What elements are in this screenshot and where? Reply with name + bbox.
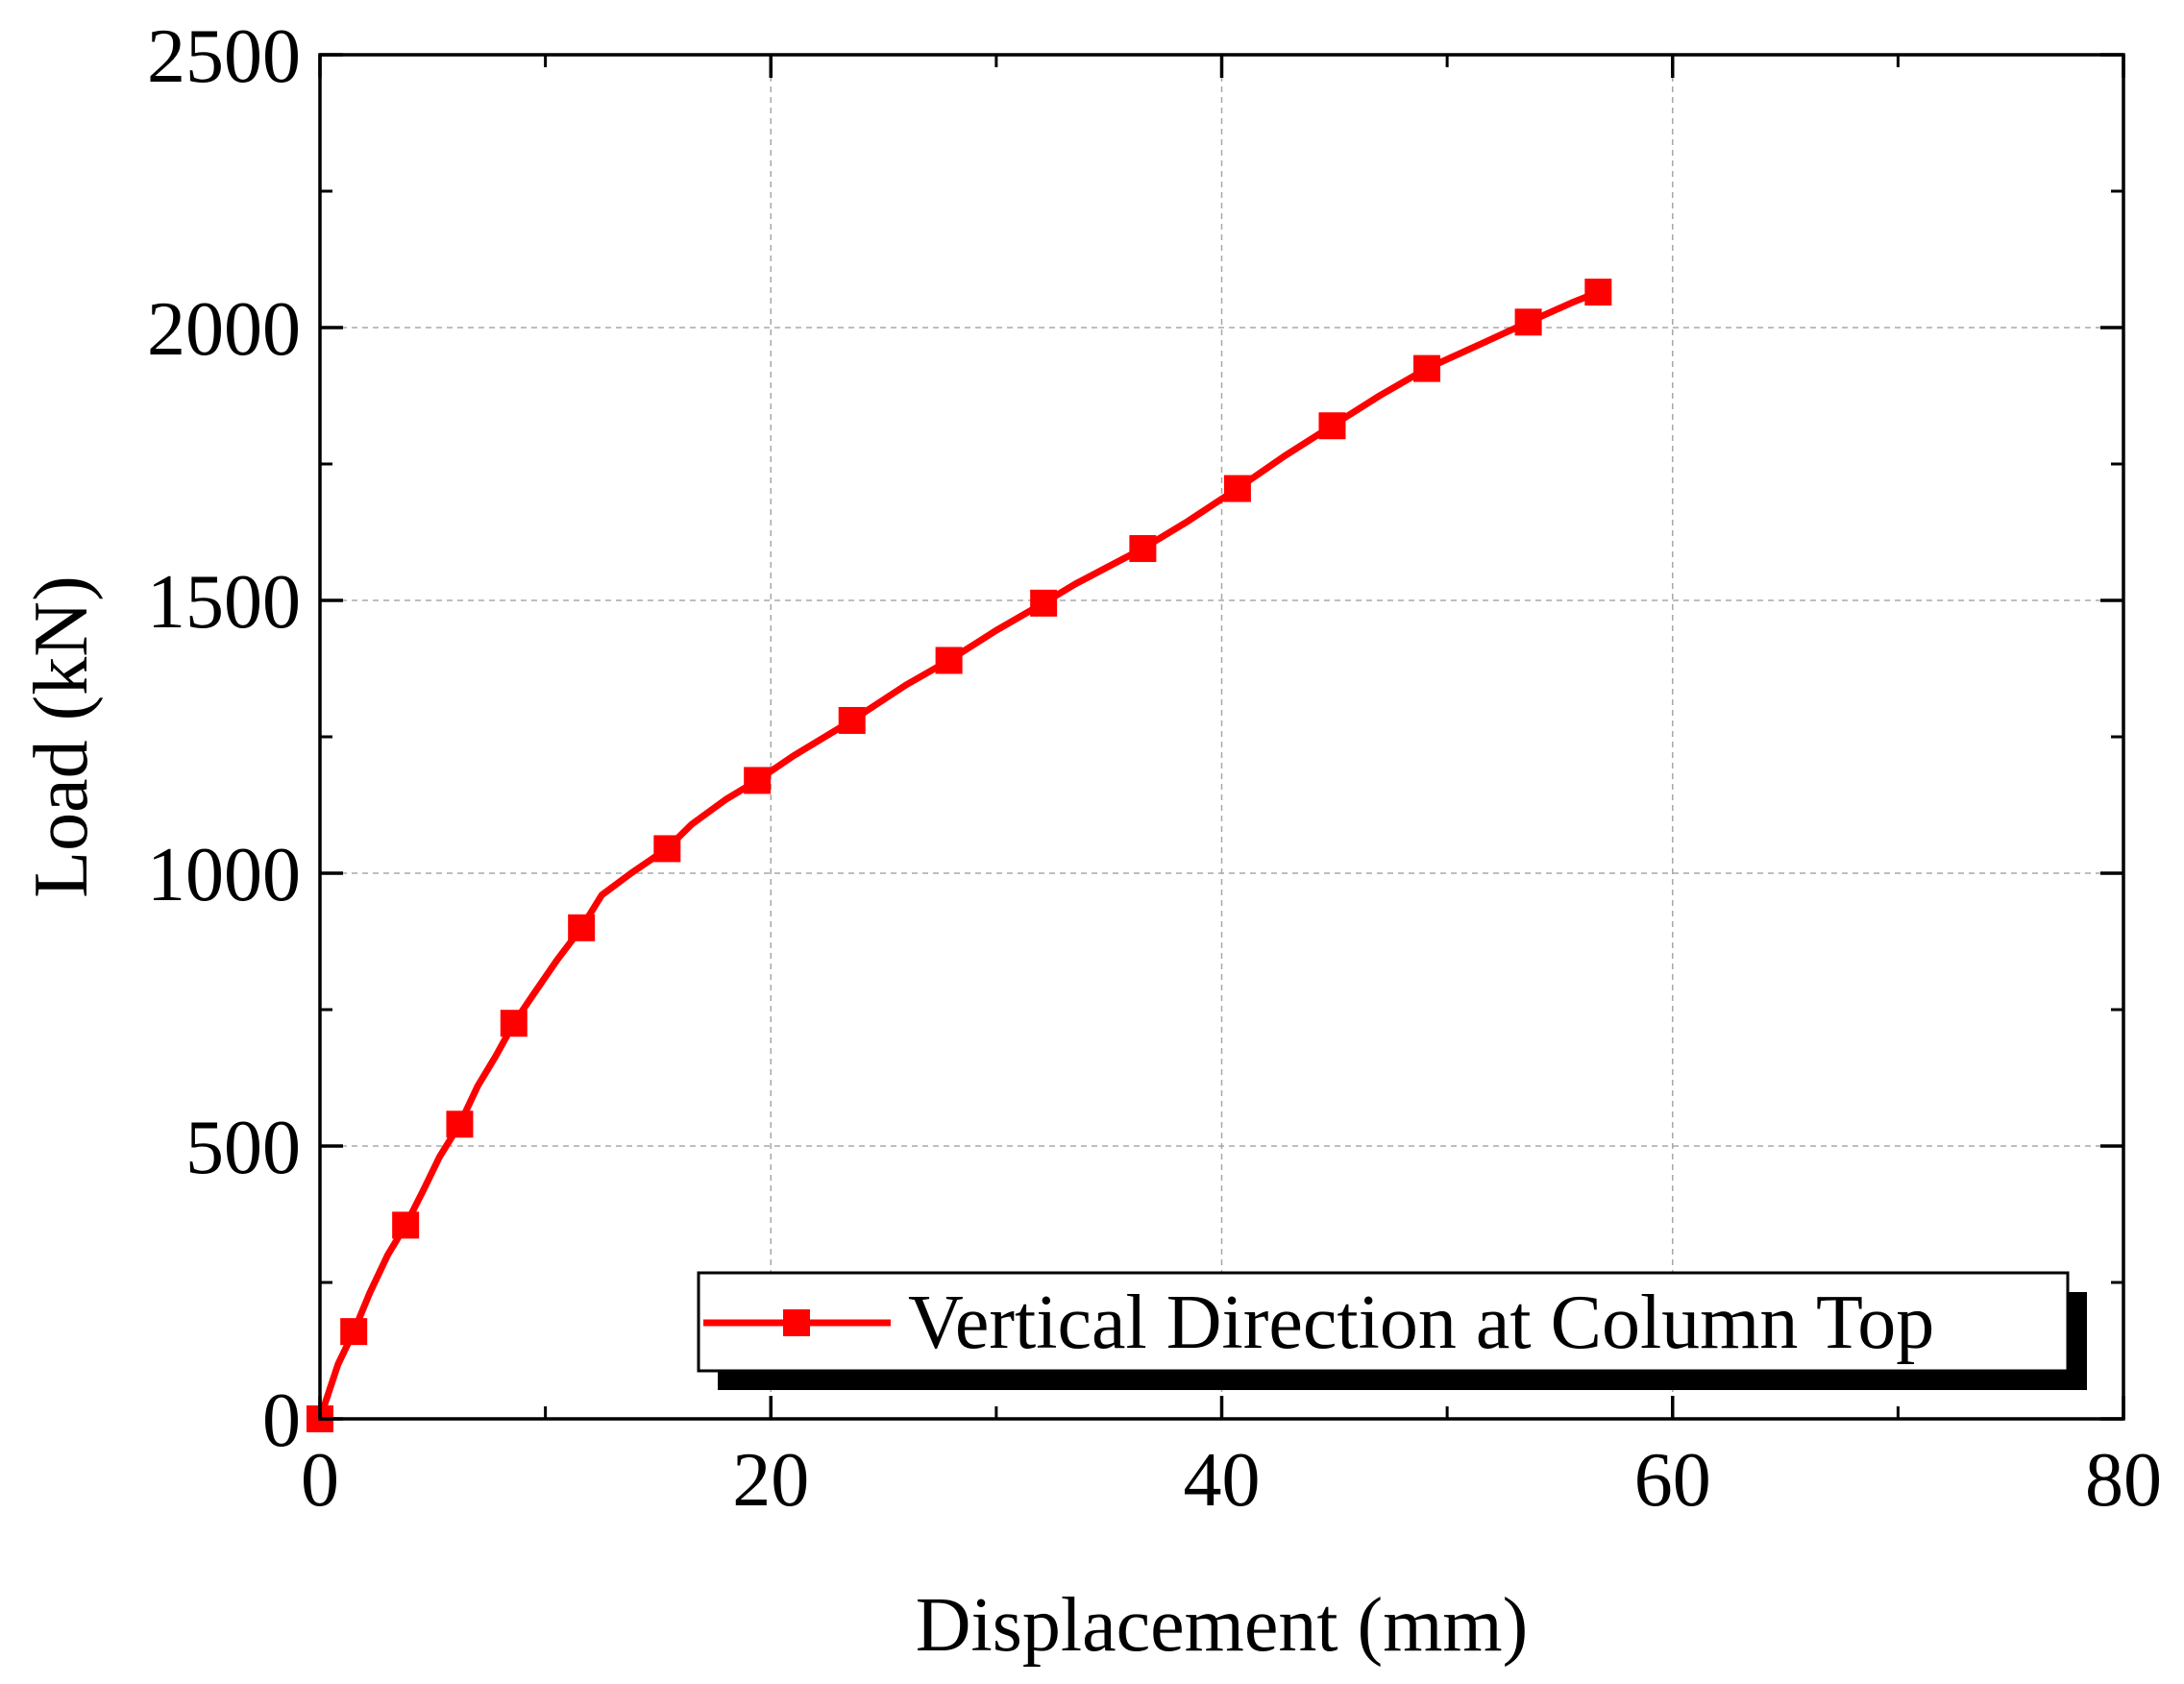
y-tick-label: 1500 xyxy=(147,560,301,645)
legend-marker xyxy=(783,1309,810,1336)
data-point-marker xyxy=(935,647,963,674)
x-axis-title: Displacement (mm) xyxy=(916,1583,1529,1668)
x-tick-label: 20 xyxy=(732,1438,809,1523)
y-tick-label: 500 xyxy=(185,1106,301,1190)
data-point-marker xyxy=(340,1318,368,1346)
x-tick-label: 0 xyxy=(301,1438,339,1523)
data-point-marker xyxy=(1413,354,1441,382)
grid xyxy=(320,55,2123,1419)
series-line xyxy=(316,288,1602,1423)
data-point-marker xyxy=(1030,589,1058,617)
data-point-marker xyxy=(500,1010,528,1037)
legend-label: Vertical Direction at Column Top xyxy=(908,1281,1934,1365)
data-point-marker xyxy=(446,1110,474,1138)
legend-box xyxy=(697,1271,2070,1373)
data-point-marker xyxy=(568,914,596,941)
data-point-marker xyxy=(392,1211,420,1239)
data-point-marker xyxy=(1129,535,1157,563)
data-point-marker xyxy=(1514,308,1542,336)
data-point-marker xyxy=(744,767,772,794)
data-point-marker xyxy=(838,706,866,734)
tick-labels: 0 20 40 60 80 0 500 1000 1500 2000 2500 xyxy=(147,14,2162,1523)
y-tick-label: 1000 xyxy=(147,833,301,917)
y-tick-label: 0 xyxy=(262,1379,301,1463)
legend: Vertical Direction at Column Top xyxy=(697,1271,2087,1390)
x-tick-label: 80 xyxy=(2085,1438,2162,1523)
axis-ticks xyxy=(318,53,2125,1421)
x-tick-label: 40 xyxy=(1184,1438,1261,1523)
series-layer xyxy=(307,279,1612,1432)
data-point-marker xyxy=(1584,279,1612,306)
y-tick-label: 2000 xyxy=(147,287,301,372)
data-point-marker xyxy=(1318,412,1346,440)
data-point-marker xyxy=(653,835,681,863)
y-tick-label: 2500 xyxy=(147,14,301,99)
data-point-marker xyxy=(1223,475,1251,502)
y-axis-title: Load (kN) xyxy=(19,575,104,897)
x-tick-label: 60 xyxy=(1634,1438,1711,1523)
